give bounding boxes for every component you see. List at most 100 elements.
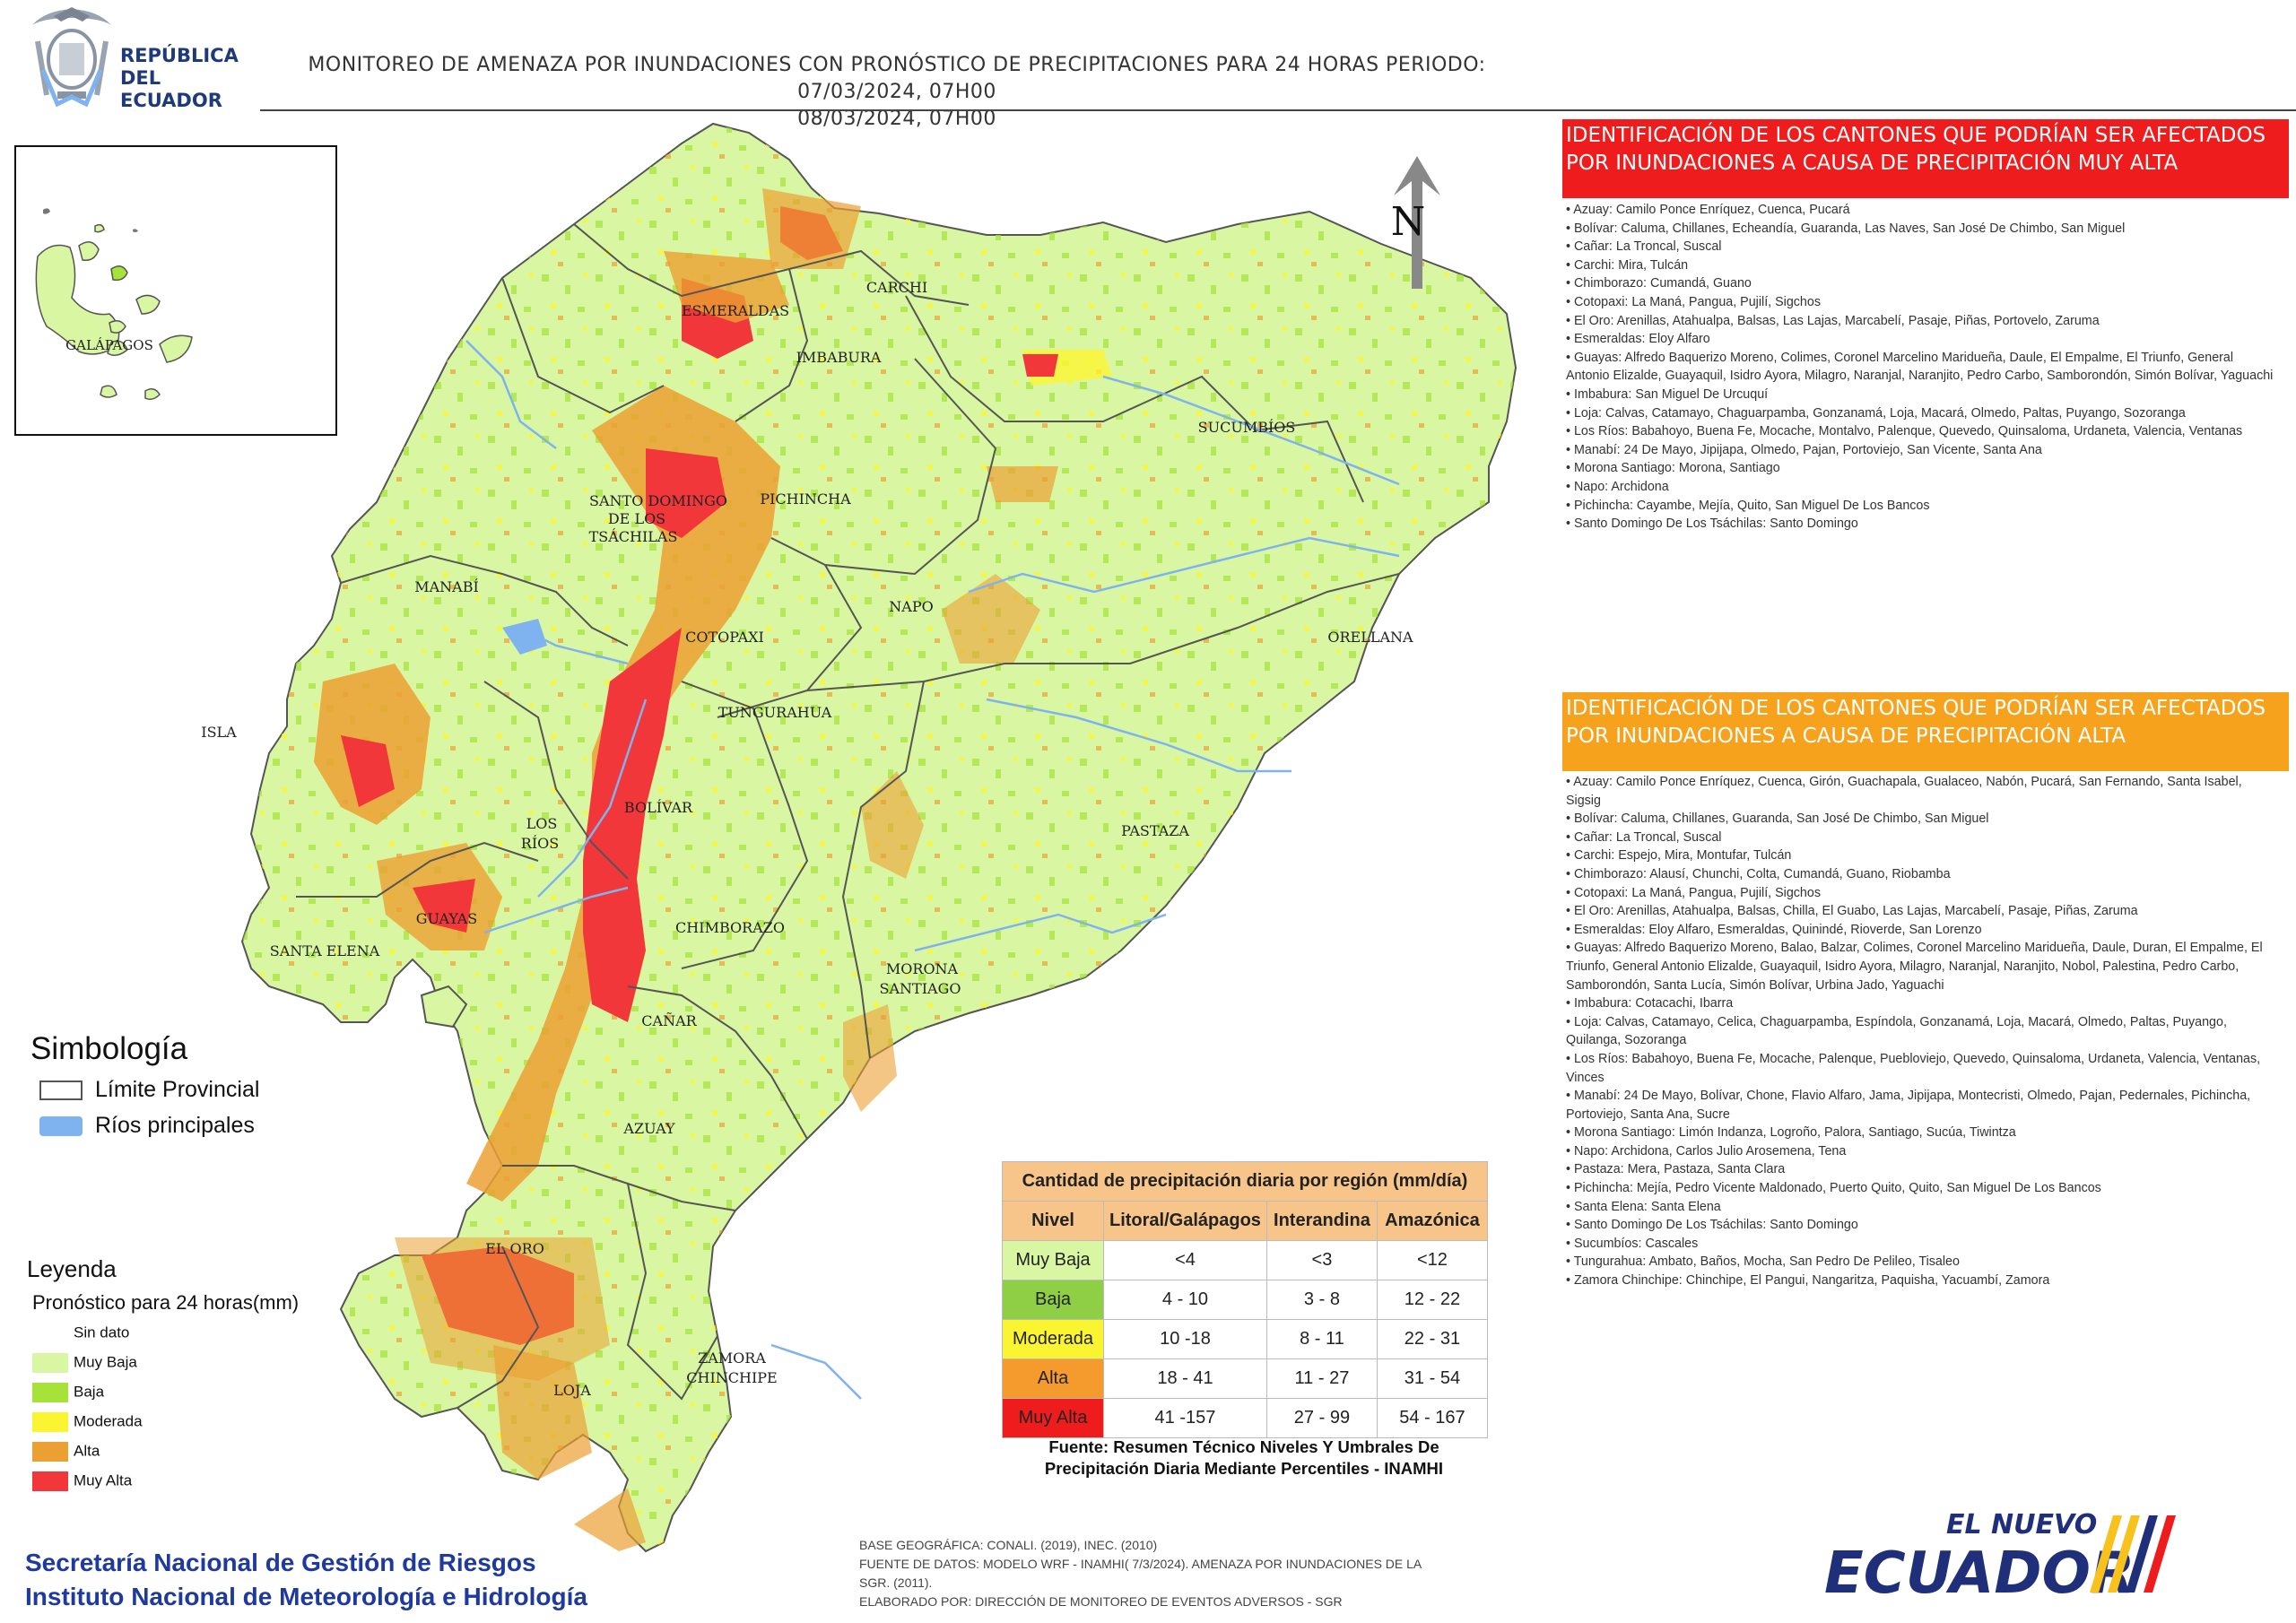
label-rios: RÍOS [521,834,559,852]
amazonica-cell: 31 - 54 [1376,1358,1488,1399]
interandina-cell: 3 - 8 [1265,1280,1378,1320]
list-item: Napo: Archidona, Carlos Julio Arosemena,… [1566,1142,2274,1161]
label-santo-domingo: SANTO DOMINGO [589,492,727,509]
legend-label: Alta [74,1442,100,1460]
legend-label: Moderada [74,1412,143,1430]
list-item: Napo: Archidona [1566,478,2274,497]
list-item: Azuay: Camilo Ponce Enríquez, Cuenca, Pu… [1566,201,2274,220]
label-morona: MORONA [886,960,959,977]
high-canton-list: Azuay: Camilo Ponce Enríquez, Cuenca, Gi… [1566,773,2274,1290]
precipitation-threshold-table: Cantidad de precipitación diaria por reg… [1002,1161,1488,1438]
list-item: Loja: Calvas, Catamayo, Chaguarpamba, Go… [1566,404,2274,423]
base-line3: SGR. (2011). [859,1575,933,1590]
legend-item-muy-baja: Muy Baja [32,1353,137,1373]
amazonica-cell: 22 - 31 [1376,1319,1488,1359]
label-galapagos: GALÁPAGOS [65,337,153,353]
legend-swatch [32,1471,68,1491]
interandina-cell: 8 - 11 [1265,1319,1378,1359]
amazonica-cell: 54 - 167 [1376,1398,1488,1438]
table-source: Fuente: Resumen Técnico Niveles Y Umbral… [1002,1436,1486,1480]
amazonica-cell: 12 - 22 [1376,1280,1488,1320]
el-nuevo-ecuador-logo: EL NUEVO ECUADOR [1821,1506,2179,1607]
simbologia-item-limite: Límite Provincial [39,1077,259,1103]
list-item: Zamora Chinchipe: Chinchipe, El Pangui, … [1566,1271,2274,1290]
legend-swatch [32,1324,68,1343]
level-cell: Baja [1002,1280,1104,1320]
simbologia-label: Límite Provincial [95,1077,260,1102]
list-item: Bolívar: Caluma, Chillanes, Guaranda, Sa… [1566,810,2274,829]
label-isla: ISLA [201,724,237,741]
list-item: Manabí: 24 De Mayo, Jipijapa, Olmedo, Pa… [1566,441,2274,460]
list-item: Bolívar: Caluma, Chillanes, Echeandía, G… [1566,220,2274,239]
amazonica-cell: <12 [1376,1240,1488,1280]
table-row: Baja 4 - 10 3 - 8 12 - 22 [1002,1280,1488,1320]
legend-swatch [32,1353,68,1373]
north-arrow: N [1381,154,1453,298]
interandina-cell: <3 [1265,1240,1378,1280]
title-line1: MONITOREO DE AMENAZA POR INUNDACIONES CO… [308,54,1486,103]
list-item: Imbabura: Cotacachi, Ibarra [1566,994,2274,1013]
list-item: Pichincha: Cayambe, Mejía, Quito, San Mi… [1566,497,2274,516]
label-sucumbios: SUCUMBÍOS [1198,418,1296,436]
base-line4: ELABORADO POR: DIRECCIÓN DE MONITOREO DE… [859,1594,1343,1609]
legend-swatch [32,1442,68,1462]
list-item: Tungurahua: Ambato, Baños, Mocha, San Pe… [1566,1253,2274,1271]
list-item: Pichincha: Mejía, Pedro Vicente Maldonad… [1566,1179,2274,1198]
label-el-oro: EL ORO [485,1240,544,1257]
label-orellana: ORELLANA [1327,629,1413,646]
base-line1: BASE GEOGRÁFICA: CONALI. (2019), INEC. (… [859,1538,1158,1552]
list-item: Los Ríos: Babahoyo, Buena Fe, Mocache, M… [1566,422,2274,441]
label-chinchipe: CHINCHIPE [686,1369,777,1386]
table-row: Muy Alta 41 -157 27 - 99 54 - 167 [1002,1398,1488,1438]
list-item: Cotopaxi: La Maná, Pangua, Pujilí, Sigch… [1566,293,2274,312]
river-swatch [39,1116,83,1137]
very-high-panel-title: IDENTIFICACIÓN DE LOS CANTONES QUE PODRÍ… [1566,124,2266,175]
label-pichincha: PICHINCHA [760,490,851,508]
base-line2: FUENTE DE DATOS: MODELO WRF - INAMHI( 7/… [859,1557,1422,1571]
label-azuay: AZUAY [622,1120,675,1137]
label-bolivar: BOLÍVAR [624,798,693,816]
table-header-litoral: Litoral/Galápagos [1103,1201,1267,1241]
org-line1: Secretaría Nacional de Gestión de Riesgo… [25,1549,536,1576]
list-item: Chimborazo: Alausí, Chunchi, Colta, Cuma… [1566,865,2274,884]
interandina-cell: 11 - 27 [1265,1358,1378,1399]
table-header-interandina: Interandina [1265,1201,1378,1241]
legend-label: Baja [74,1383,105,1401]
legend-item-alta: Alta [32,1442,100,1462]
org-line2: Instituto Nacional de Meteorología e Hid… [25,1583,587,1610]
label-santa-elena: SANTA ELENA [270,942,380,959]
legend-item-moderada: Moderada [32,1412,143,1432]
list-item: Carchi: Espejo, Mira, Montufar, Tulcán [1566,846,2274,865]
north-arrow-icon: N [1391,156,1440,289]
list-item: Loja: Calvas, Catamayo, Celica, Chaguarp… [1566,1013,2274,1050]
list-item: Esmeraldas: Eloy Alfaro [1566,330,2274,349]
north-label: N [1391,199,1426,245]
label-manabi: MANABÍ [414,577,479,595]
litoral-cell: <4 [1103,1240,1267,1280]
provincial-limit-swatch [39,1081,83,1101]
label-los: LOS [526,815,558,832]
table-header-amazonica: Amazónica [1376,1201,1488,1241]
list-item: Cañar: La Troncal, Suscal [1566,238,2274,256]
ecuador-flood-map: ESMERALDAS CARCHI IMBABURA SUCUMBÍOS SAN… [201,122,1518,1553]
list-item: Imbabura: San Miguel De Urcuquí [1566,386,2274,404]
main-rivers [465,340,1400,1400]
list-item: Azuay: Camilo Ponce Enríquez, Cuenca, Gi… [1566,773,2274,810]
republica-logo: REPÚBLICA DEL ECUADOR [27,5,251,113]
galapagos-inset: GALÁPAGOS [14,145,337,436]
label-esmeraldas: ESMERALDAS [682,302,789,319]
label-chimborazo: CHIMBORAZO [675,919,785,936]
legend-label: Muy Baja [74,1353,137,1371]
label-zamora: ZAMORA [698,1350,766,1367]
provincial-boundaries [296,223,1400,1409]
brand-small-text: EL NUEVO [1946,1509,2097,1541]
list-item: Esmeraldas: Eloy Alfaro, Esmeraldas, Qui… [1566,921,2274,940]
legend-item-sin-dato: Sin dato [32,1324,129,1343]
list-item: Cañar: La Troncal, Suscal [1566,829,2274,847]
litoral-cell: 10 -18 [1103,1319,1267,1359]
list-item: Guayas: Alfredo Baquerizo Moreno, Colime… [1566,349,2274,386]
list-item: Santo Domingo De Los Tsáchilas: Santo Do… [1566,1216,2274,1235]
legend-item-muy-alta: Muy Alta [32,1471,132,1491]
level-cell: Muy Baja [1002,1240,1104,1280]
leyenda-title: Leyenda [27,1255,117,1282]
